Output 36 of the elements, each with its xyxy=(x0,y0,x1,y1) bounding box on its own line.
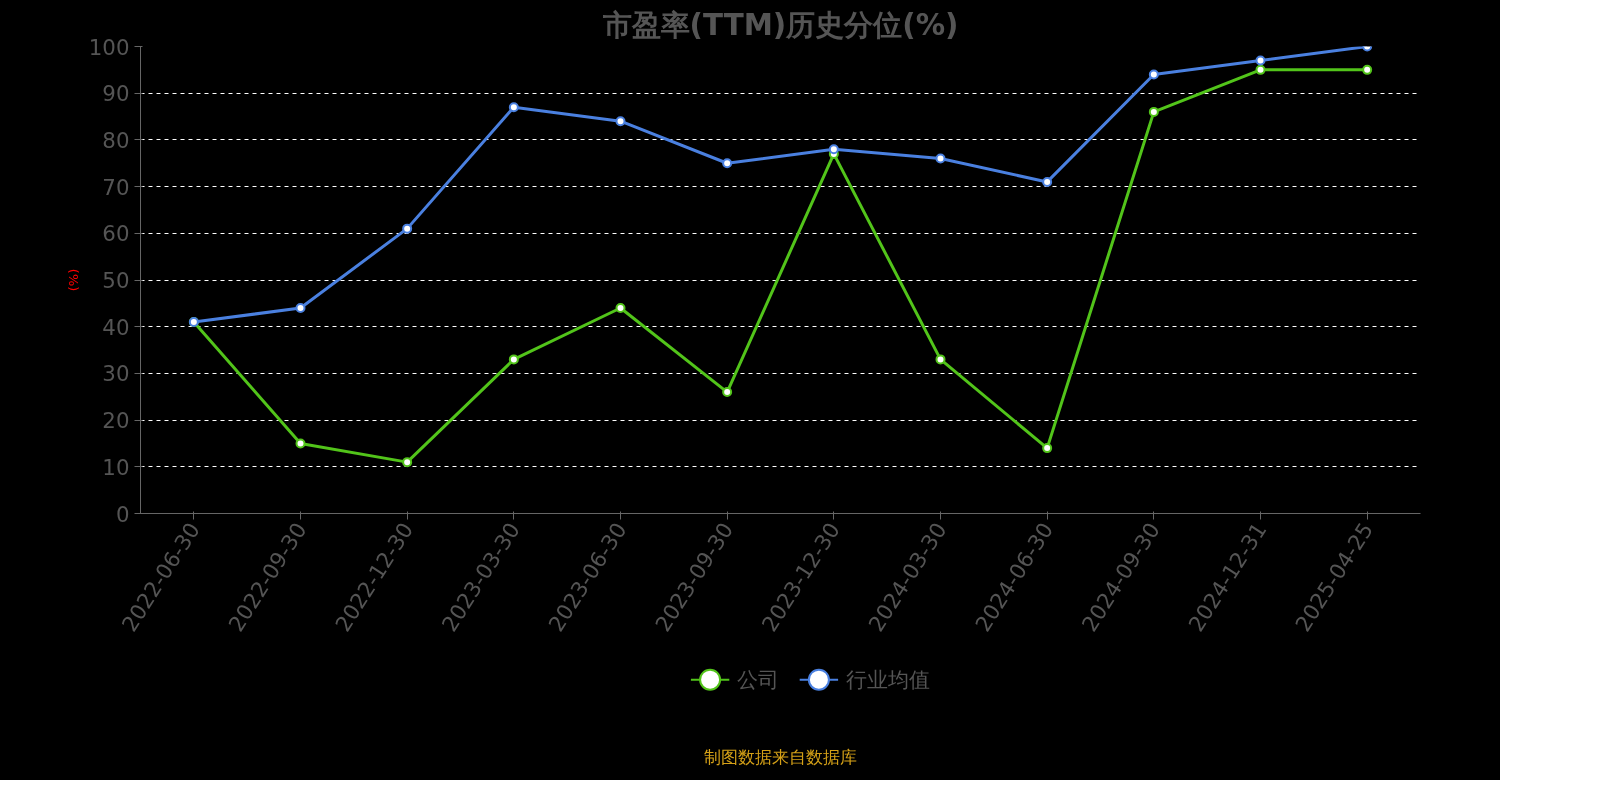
point xyxy=(722,158,733,169)
y-tick-label: 40 xyxy=(102,314,130,340)
point xyxy=(1255,55,1266,66)
point xyxy=(1042,176,1053,187)
y-tick-label: 20 xyxy=(102,408,130,434)
point xyxy=(1148,69,1159,80)
y-axis-title: (%) xyxy=(65,268,81,292)
point xyxy=(508,354,519,365)
chart-title: 市盈率(TTM)历史分位(%) xyxy=(601,7,959,42)
point xyxy=(935,153,946,164)
legend-label: 公司 xyxy=(736,667,779,693)
point xyxy=(935,354,946,365)
y-tick-label: 50 xyxy=(102,268,130,293)
point xyxy=(402,223,413,234)
point xyxy=(295,303,306,314)
point xyxy=(1255,64,1266,75)
point xyxy=(1362,64,1373,75)
y-tick-label: 100 xyxy=(88,34,130,60)
point xyxy=(508,102,519,113)
y-tick-label: 0 xyxy=(115,501,130,527)
y-tick-label: 90 xyxy=(102,81,130,107)
point xyxy=(295,438,306,449)
point xyxy=(402,457,413,468)
point xyxy=(615,116,626,127)
point xyxy=(828,144,839,155)
y-tick-label: 70 xyxy=(102,174,130,200)
point xyxy=(615,303,626,314)
point xyxy=(722,387,733,398)
text: 制图数据来自数据库 xyxy=(704,746,857,767)
y-tick-label: 60 xyxy=(102,221,130,247)
legend-label: 行业均值 xyxy=(845,667,930,693)
point xyxy=(1042,443,1053,454)
y-tick-label: 10 xyxy=(102,454,130,480)
point xyxy=(1148,106,1159,117)
y-tick-label: 80 xyxy=(102,127,130,153)
y-tick-label: 30 xyxy=(102,361,130,387)
